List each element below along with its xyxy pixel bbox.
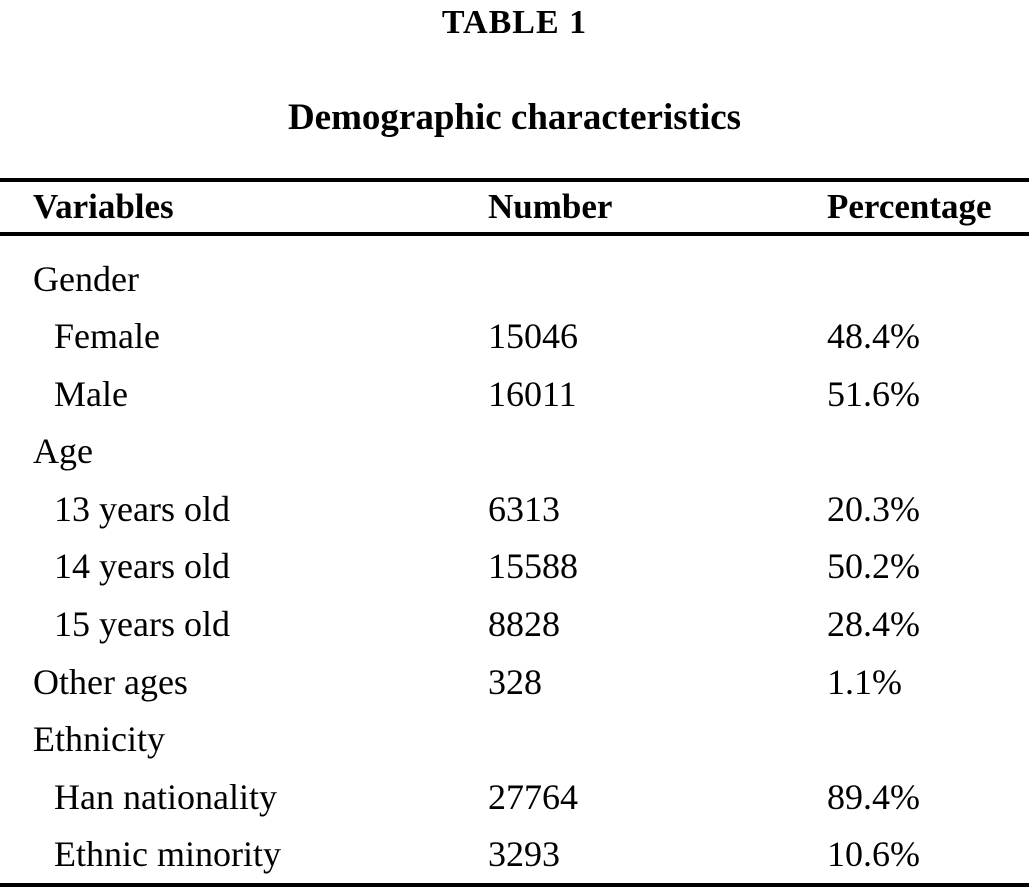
row-percentage: 48.4% (827, 316, 920, 357)
row-percentage: 89.4% (827, 776, 920, 817)
row-percentage: 28.4% (827, 604, 920, 645)
row-label: Female (54, 316, 160, 357)
row-label: 13 years old (54, 488, 230, 529)
column-header-number: Number (488, 187, 613, 226)
row-percentage: 51.6% (827, 373, 920, 414)
demographics-table: Variables Number Percentage Gender Femal… (0, 178, 1029, 887)
row-number: 8828 (488, 604, 560, 645)
row-label: 15 years old (54, 604, 230, 645)
row-label: Age (33, 431, 93, 472)
table-row: 15 years old 8828 28.4% (0, 595, 1029, 653)
row-number: 3293 (488, 834, 560, 875)
row-number: 15588 (488, 546, 578, 587)
table-row: Han nationality 27764 89.4% (0, 768, 1029, 826)
row-number: 27764 (488, 776, 578, 817)
row-percentage: 1.1% (827, 661, 902, 702)
table-row: Age (0, 423, 1029, 481)
table-row: Ethnic minority 3293 10.6% (0, 825, 1029, 883)
table-header-row: Variables Number Percentage (0, 182, 1029, 236)
table-row: Other ages 328 1.1% (0, 653, 1029, 711)
row-label: Ethnicity (33, 719, 165, 760)
row-percentage: 50.2% (827, 546, 920, 587)
row-number: 6313 (488, 488, 560, 529)
table-row: Male 16011 51.6% (0, 365, 1029, 423)
table-row: Female 15046 48.4% (0, 308, 1029, 366)
row-label: Other ages (33, 661, 188, 702)
row-number: 16011 (488, 373, 577, 414)
table-title: Demographic characteristics (287, 97, 742, 138)
row-label: Male (54, 373, 128, 414)
row-label: 14 years old (54, 546, 230, 587)
row-label: Han nationality (54, 776, 277, 817)
row-number: 328 (488, 661, 542, 702)
table-row: 13 years old 6313 20.3% (0, 480, 1029, 538)
table-body: Gender Female 15046 48.4% Male 16011 51.… (0, 236, 1029, 883)
table-row: Ethnicity (0, 710, 1029, 768)
row-label: Ethnic minority (54, 834, 281, 875)
column-header-variables: Variables (33, 187, 174, 226)
row-label: Gender (33, 258, 139, 299)
table-number-label: TABLE 1 (441, 4, 588, 41)
table-row: Gender (0, 250, 1029, 308)
table-row: 14 years old 15588 50.2% (0, 538, 1029, 596)
row-percentage: 10.6% (827, 834, 920, 875)
column-header-percentage: Percentage (827, 187, 992, 226)
row-number: 15046 (488, 316, 578, 357)
row-percentage: 20.3% (827, 488, 920, 529)
